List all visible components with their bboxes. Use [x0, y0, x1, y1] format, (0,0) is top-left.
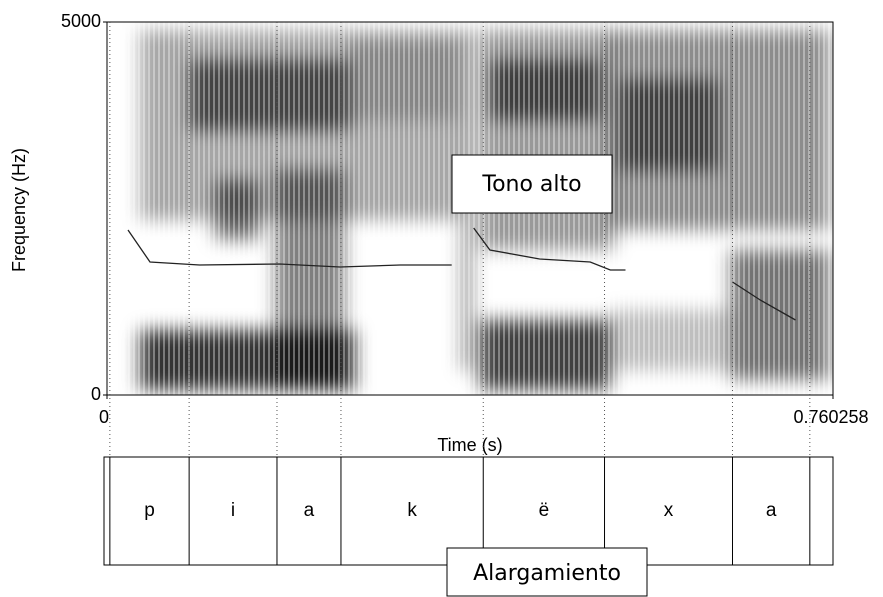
x-axis-title: Time (s): [437, 435, 502, 455]
y-axis-title: Frequency (Hz): [9, 148, 29, 272]
segment-label: a: [766, 500, 777, 521]
x-tick-label: 0.760258: [793, 407, 868, 427]
segment-label: x: [664, 500, 674, 521]
segment-label: k: [407, 500, 417, 521]
chart: Frequency (Hz) Time (s) 0 5000 0 0.760258 p i…: [0, 0, 883, 597]
segment-label: p: [144, 500, 155, 521]
segment-label: ë: [539, 500, 550, 521]
page: {"chart_data": { "type": "spectrogram", …: [0, 0, 883, 597]
y-tick-label: 0: [91, 384, 101, 404]
segment-label: i: [231, 500, 235, 521]
y-tick-label: 5000: [61, 11, 101, 31]
annotation: Tono alto: [481, 172, 581, 197]
x-tick-label: 0: [99, 407, 109, 427]
annotation: Alargamiento: [473, 561, 621, 586]
segment-label: a: [304, 500, 315, 521]
